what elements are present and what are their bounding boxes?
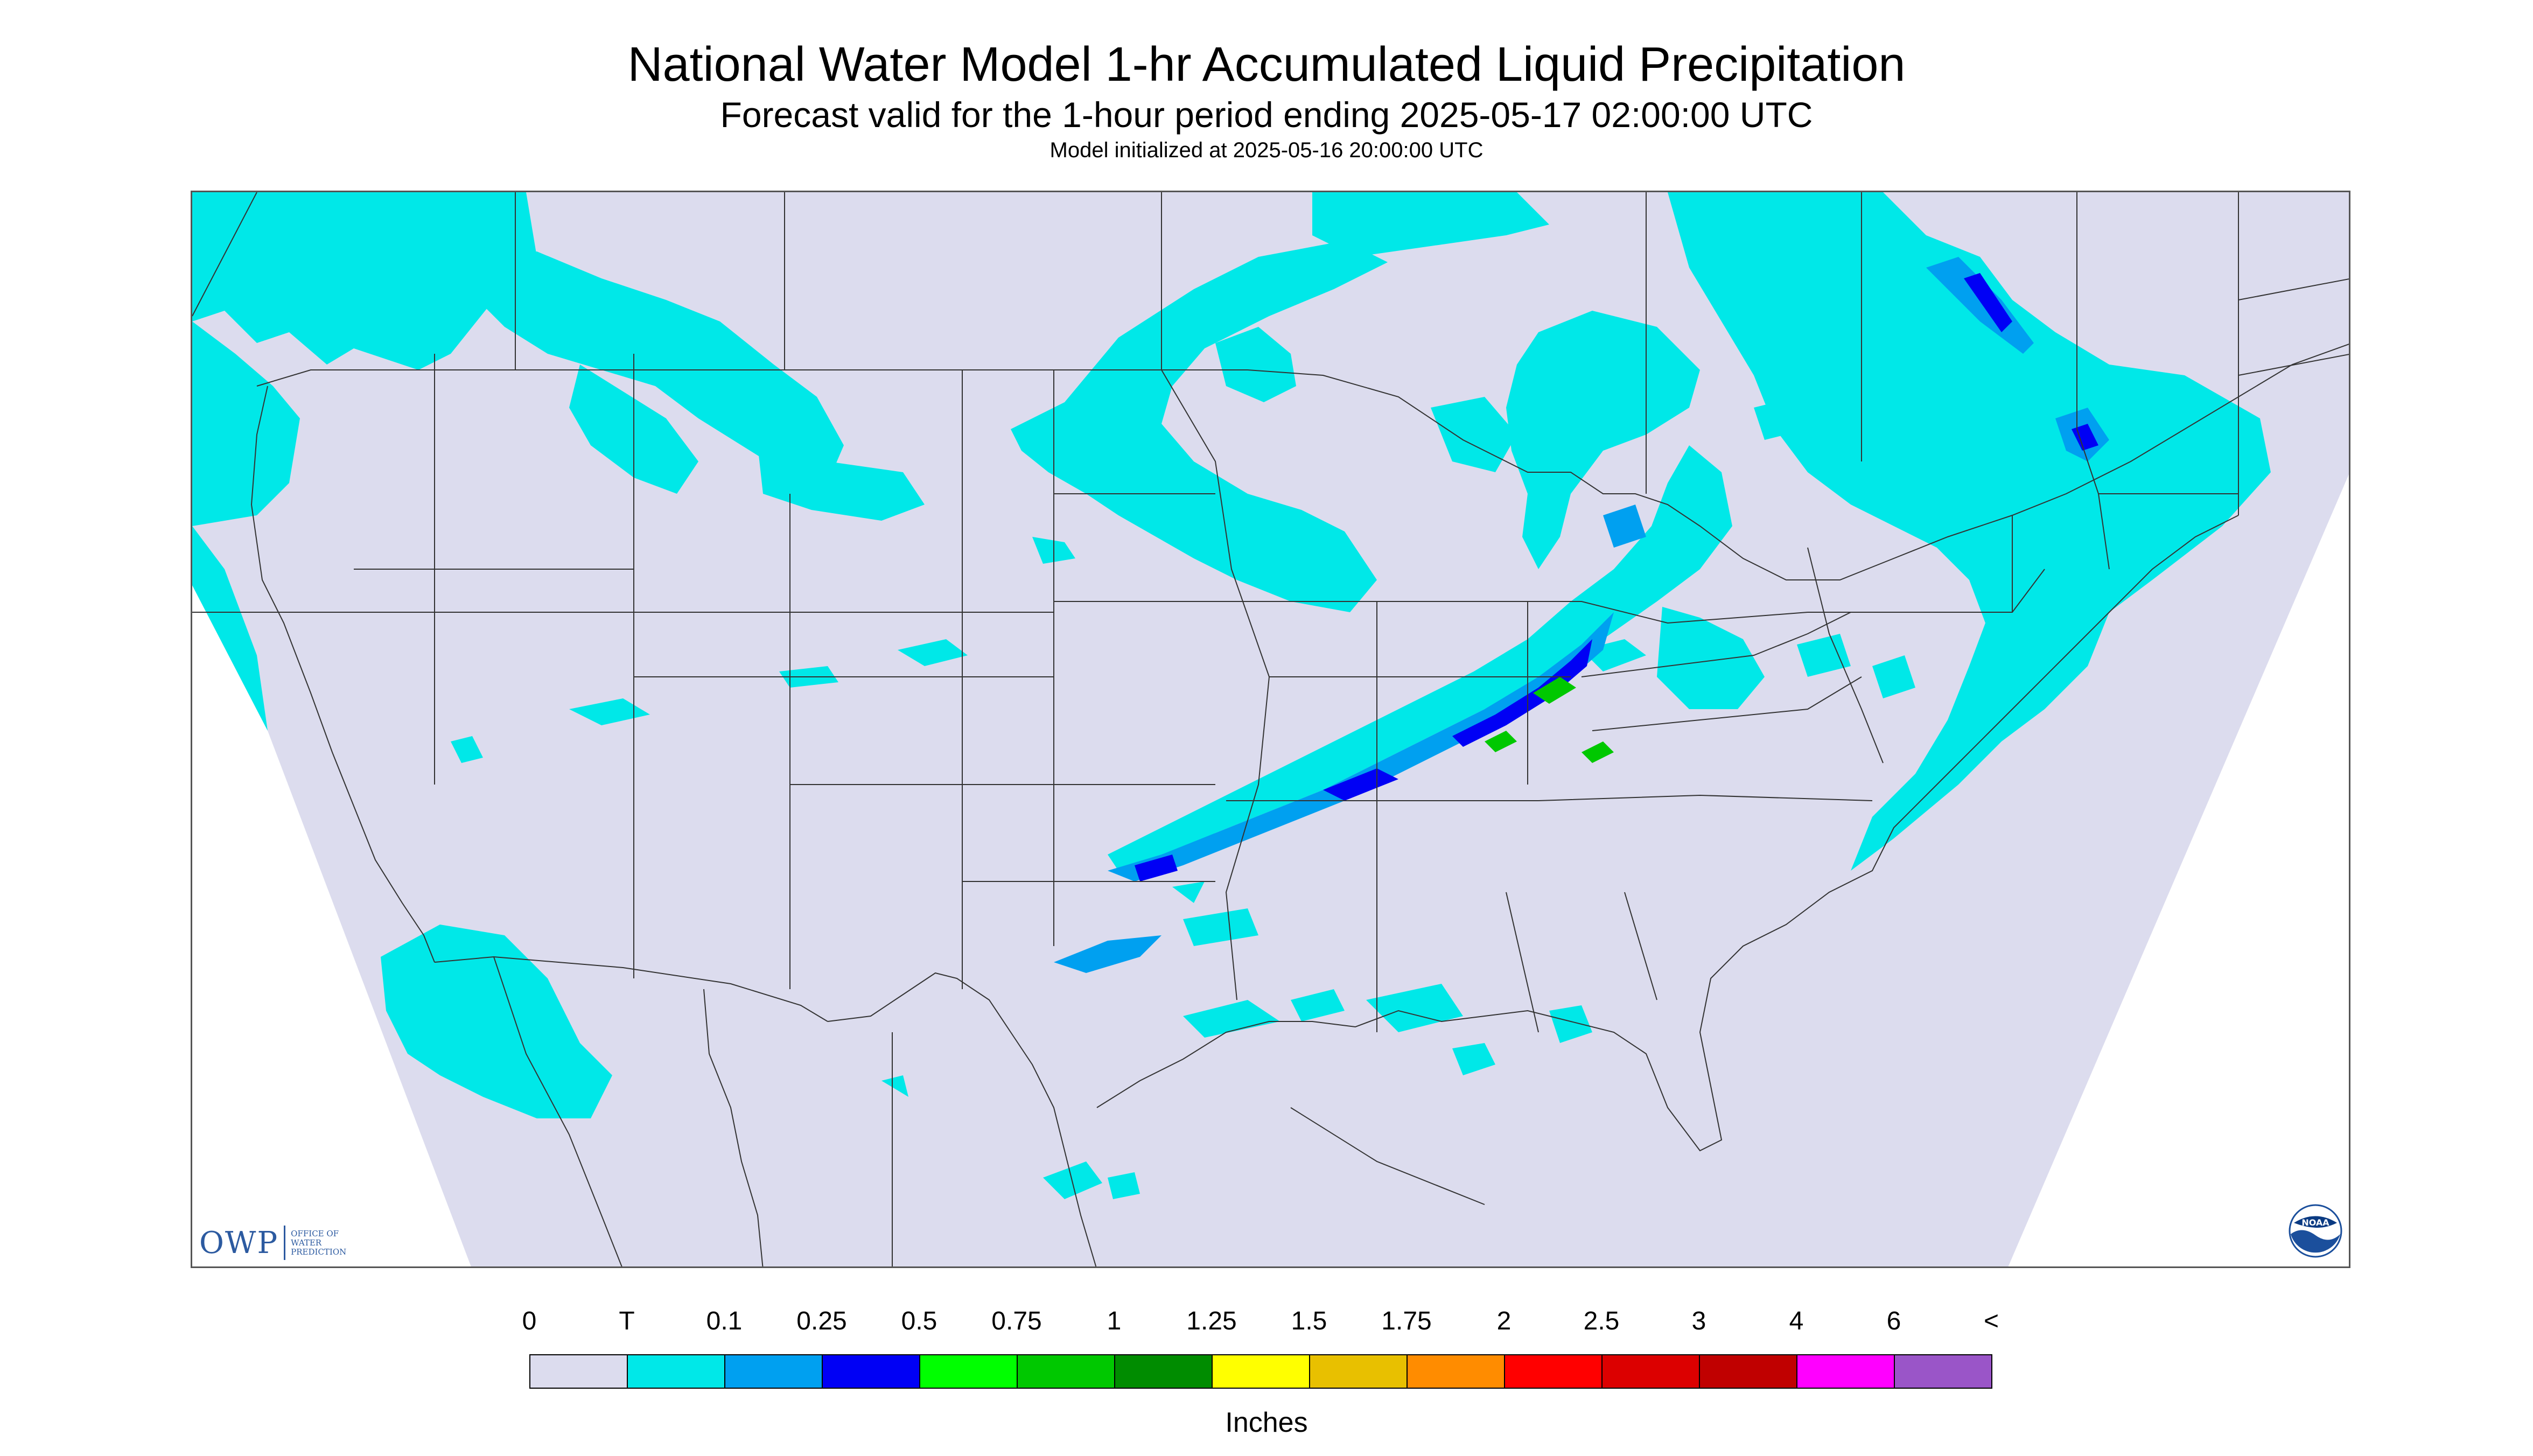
map-title: National Water Model 1-hr Accumulated Li…: [627, 38, 1906, 92]
map-subtitle: Forecast valid for the 1-hour period end…: [720, 95, 1813, 135]
legend-tick-label: 4: [1789, 1307, 1804, 1335]
legend-tick-label: T: [619, 1307, 635, 1335]
boundaries: [192, 192, 2349, 1266]
legend-swatch: [1504, 1354, 1603, 1389]
legend-swatch: [1601, 1354, 1700, 1389]
noaa-logo-icon: NOAA: [2289, 1204, 2342, 1258]
legend-tick-label: 0.1: [706, 1307, 743, 1335]
legend-swatch: [1699, 1354, 1797, 1389]
legend-swatch: [919, 1354, 1018, 1389]
precip-trace: [192, 192, 2271, 1199]
owp-logo-line-2: WATER: [291, 1237, 322, 1248]
legend-swatch: [1894, 1354, 1992, 1389]
noaa-logo-text: NOAA: [2301, 1217, 2329, 1228]
legend-tick-label: 3: [1691, 1307, 1706, 1335]
legend-tick-label: 1: [1107, 1307, 1122, 1335]
legend-tick-label: 1.75: [1381, 1307, 1432, 1335]
legend-tick-label: 2: [1496, 1307, 1512, 1335]
legend-swatch: [724, 1354, 823, 1389]
legend-swatch: [627, 1354, 725, 1389]
legend-tick-label: 0.5: [901, 1307, 937, 1335]
owp-logo-line-1: OFFICE OF: [291, 1228, 339, 1238]
owp-logo: OWP OFFICE OF WATER PREDICTION: [199, 1221, 346, 1264]
owp-logo-divider: [284, 1226, 286, 1260]
model-init-line: Model initialized at 2025-05-16 20:00:00…: [1049, 138, 1484, 162]
legend-tick-label: 0.25: [796, 1307, 847, 1335]
legend-swatch: [1017, 1354, 1115, 1389]
legend-swatch: [822, 1354, 920, 1389]
legend-swatch: [1212, 1354, 1310, 1389]
legend-tick-label: 6: [1886, 1307, 1901, 1335]
legend-tick-label: 0: [522, 1307, 537, 1335]
legend-color-bar: [529, 1354, 1992, 1389]
legend-tick-label: <: [1983, 1307, 1999, 1335]
precip-heavy: [1485, 677, 1614, 763]
precipitation-map: [191, 191, 2350, 1268]
legend-swatch: [1796, 1354, 1895, 1389]
legend-tick-label: 0.75: [991, 1307, 1042, 1335]
owp-logo-text: OWP: [199, 1225, 279, 1261]
precip-light: [1054, 257, 2109, 973]
legend-swatch: [1407, 1354, 1505, 1389]
legend-swatch: [1309, 1354, 1408, 1389]
map-svg: [192, 192, 2349, 1266]
owp-logo-line-3: PREDICTION: [291, 1247, 347, 1257]
legend-tick-label: 2.5: [1583, 1307, 1620, 1335]
legend-tick-label: 1.5: [1291, 1307, 1327, 1335]
legend-tick-label: 1.25: [1186, 1307, 1237, 1335]
noaa-logo: NOAA: [2289, 1204, 2342, 1261]
precip-moderate: [1135, 273, 2098, 881]
legend-swatch: [529, 1354, 628, 1389]
legend-swatch: [1114, 1354, 1213, 1389]
legend-units: Inches: [1225, 1407, 1308, 1438]
owp-logo-subtext: OFFICE OF WATER PREDICTION: [291, 1229, 346, 1257]
